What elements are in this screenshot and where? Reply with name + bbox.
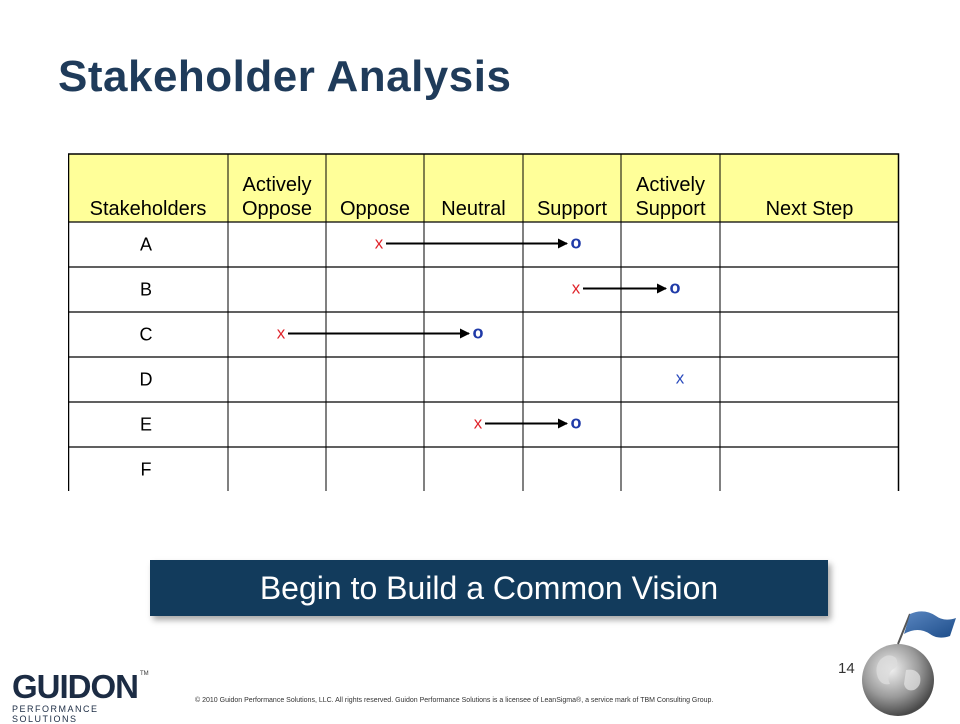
slide-title: Stakeholder Analysis	[58, 52, 512, 101]
current-position-mark: x	[676, 369, 685, 388]
stakeholder-name: F	[141, 460, 152, 480]
logo-trademark: TM	[140, 671, 149, 677]
copyright-notice: © 2010 Guidon Performance Solutions, LLC…	[195, 697, 714, 704]
header-cell-text: Next Step	[766, 198, 854, 220]
banner-text: Begin to Build a Common Vision	[259, 569, 719, 606]
header-cell-text: Actively	[636, 174, 705, 196]
current-position-mark: x	[474, 414, 483, 433]
current-position-mark: x	[277, 324, 286, 343]
table-header-bg	[68, 154, 899, 222]
stakeholder-name: C	[140, 325, 153, 345]
target-position-mark: o	[571, 413, 582, 433]
table-border	[68, 153, 900, 491]
stakeholder-table: Stakeholders Actively Oppose Oppose Neutral S…	[68, 153, 900, 491]
current-position-mark: x	[572, 279, 581, 298]
page-number: 14	[838, 660, 855, 677]
header-cell-text: Oppose	[242, 198, 312, 220]
logo-tagline: PERFORMANCE SOLUTIONS	[12, 704, 99, 724]
header-cell-text: Actively	[243, 174, 312, 196]
header-cell-text: Stakeholders	[90, 198, 207, 220]
globe-flag-icon	[858, 608, 958, 718]
header-cell-text: Support	[537, 198, 607, 220]
guidon-logo: GUIDON TM PERFORMANCE SOLUTIONS	[8, 668, 149, 724]
header-cell-text: Neutral	[441, 198, 505, 220]
stakeholder-name: D	[140, 370, 153, 390]
stakeholder-name: A	[140, 235, 152, 255]
stakeholder-name: E	[140, 415, 152, 435]
vision-banner: Begin to Build a Common Vision	[150, 560, 828, 616]
header-cell-text: Support	[635, 198, 705, 220]
target-position-mark: o	[571, 233, 582, 253]
logo-wordmark: GUIDON	[12, 668, 139, 705]
current-position-mark: x	[375, 234, 384, 253]
header-cell-text: Oppose	[340, 198, 410, 220]
stakeholder-name: B	[140, 280, 152, 300]
target-position-mark: o	[473, 323, 484, 343]
target-position-mark: o	[670, 278, 681, 298]
